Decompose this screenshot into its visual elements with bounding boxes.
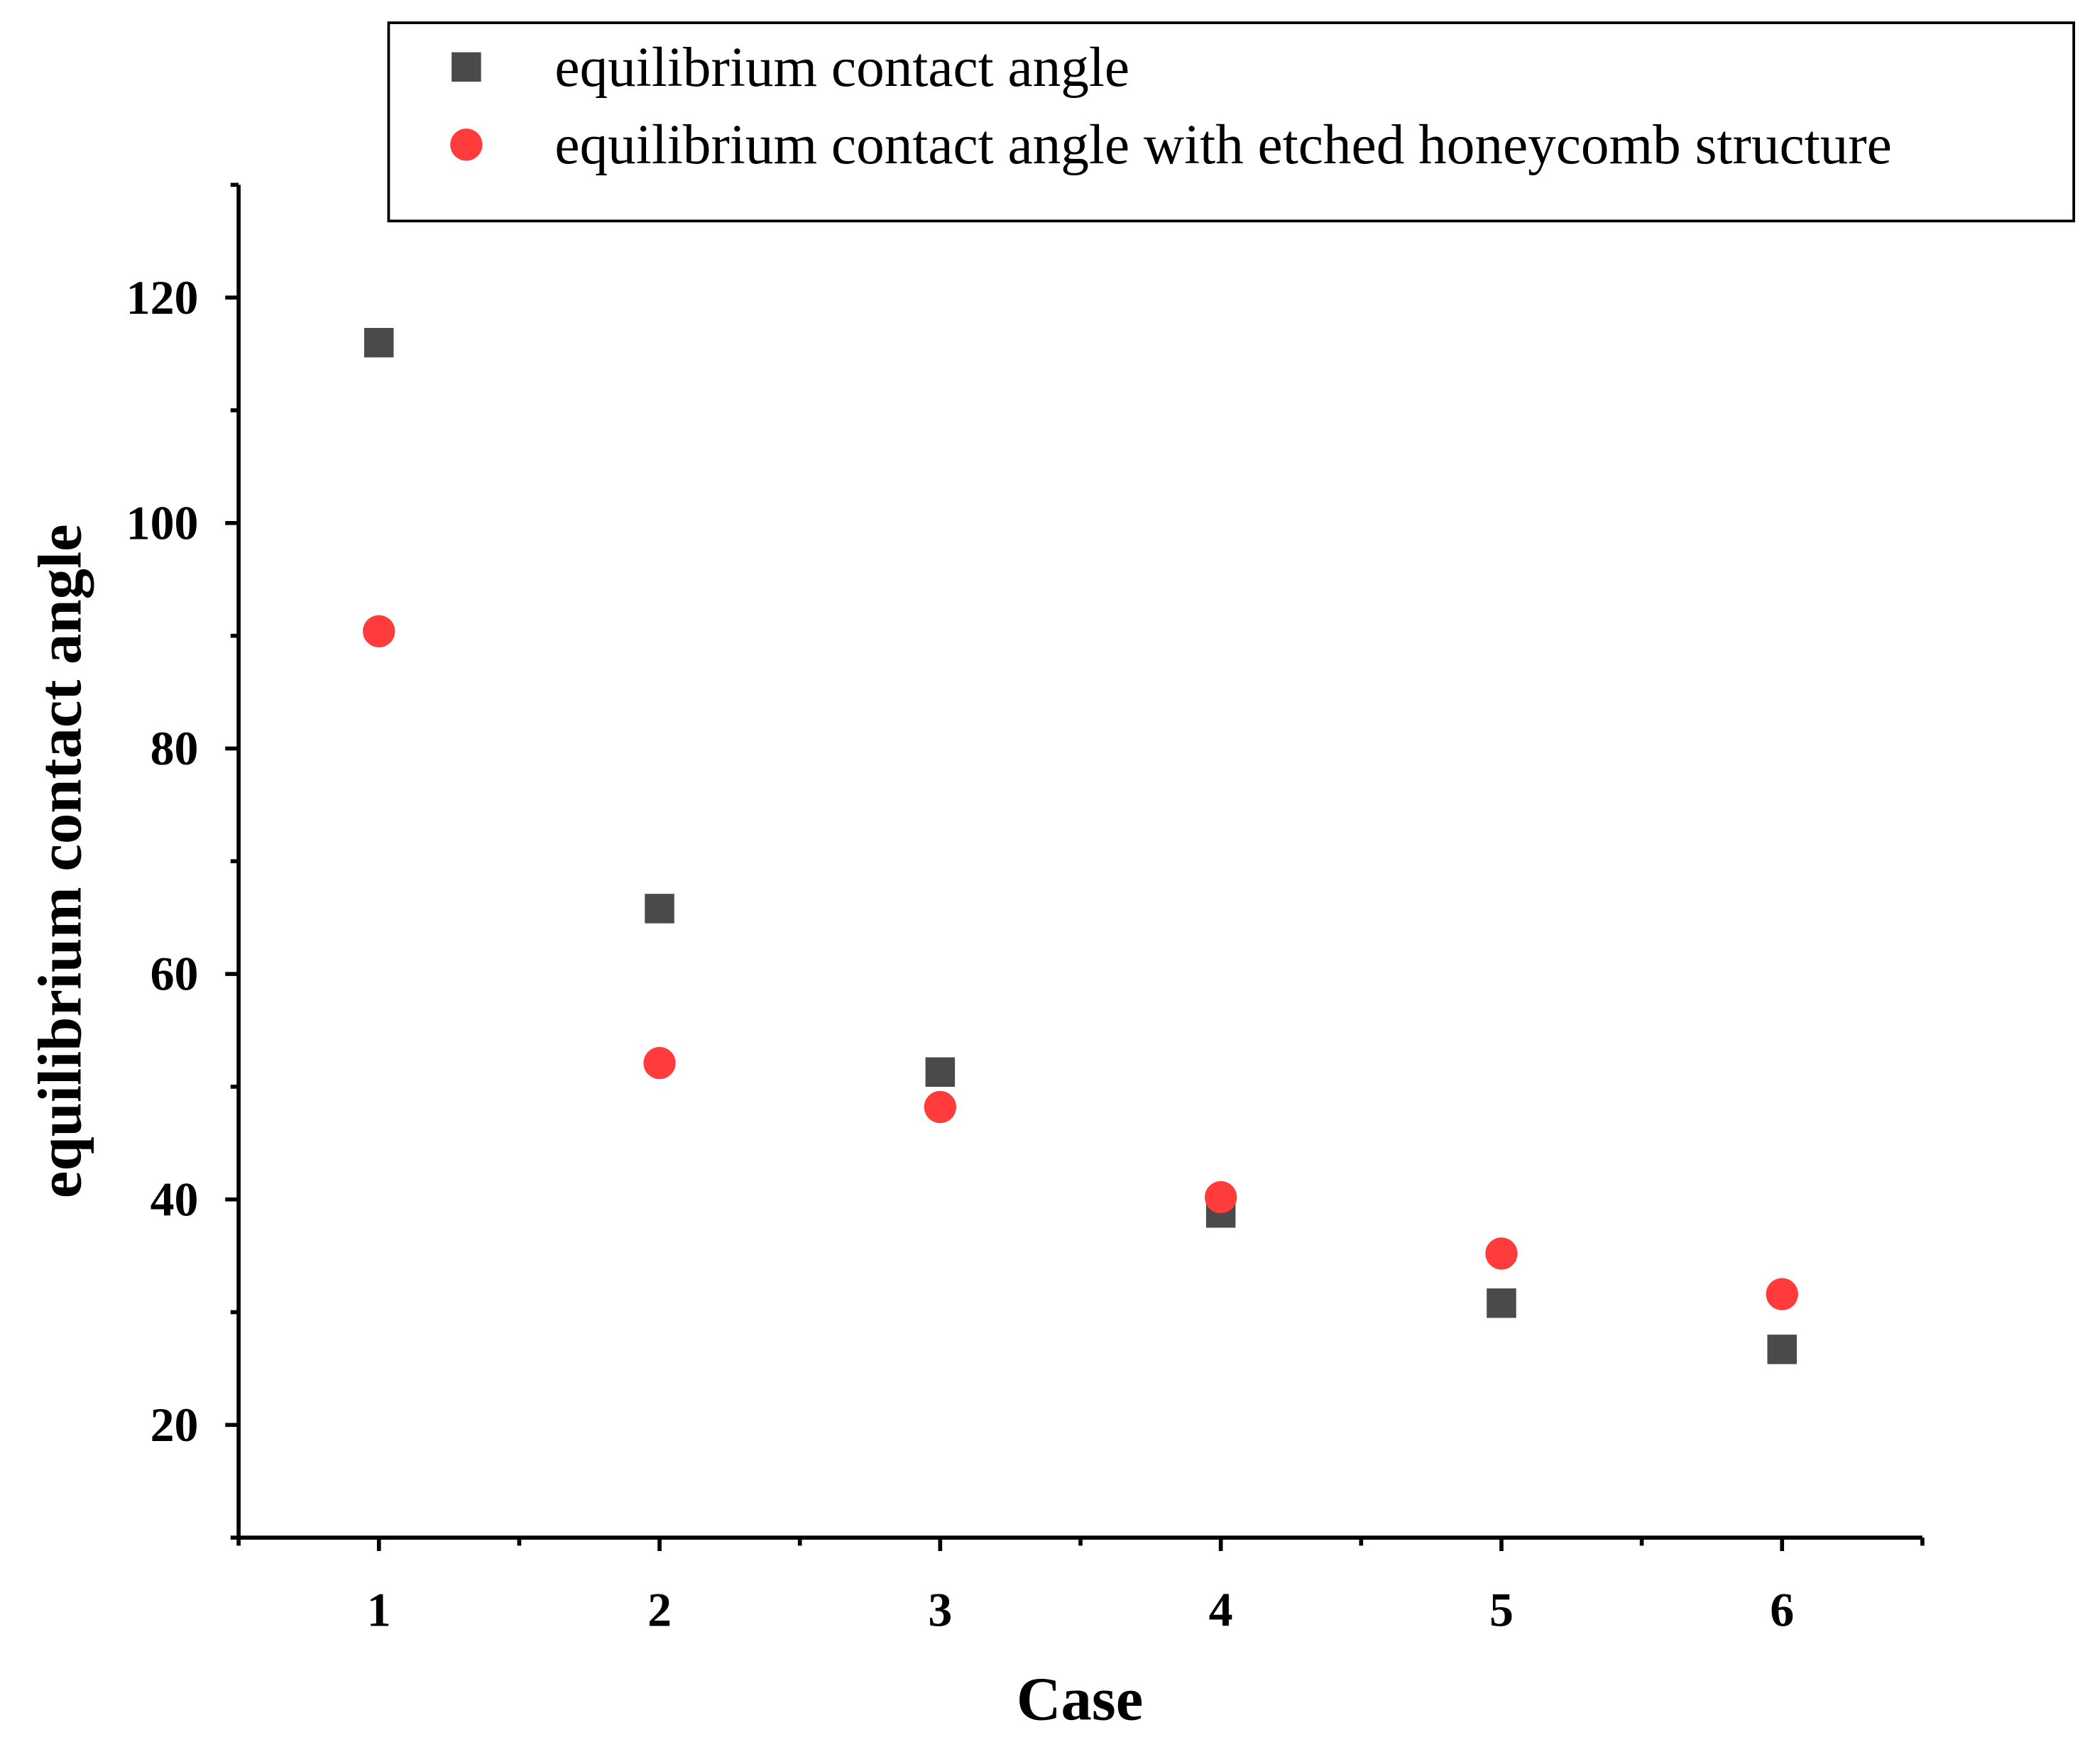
y-tick-label: 120: [126, 270, 199, 324]
legend-label: equilibrium contact angle with etched ho…: [554, 114, 1891, 176]
y-axis-title: equilibrium contact angle: [26, 524, 94, 1198]
x-tick-label: 2: [647, 1583, 672, 1637]
point: [924, 1090, 956, 1124]
legend-label: equilibrium contact angle: [554, 36, 1129, 99]
legend-marker: [450, 128, 483, 161]
point: [1767, 1335, 1798, 1364]
point: [364, 327, 394, 358]
point: [1487, 1288, 1516, 1318]
x-tick-label: 5: [1489, 1583, 1514, 1637]
x-axis-title: Case: [1017, 1665, 1143, 1733]
x-tick-label: 1: [367, 1583, 391, 1637]
x-tick-label: 3: [928, 1583, 952, 1637]
x-tick-label: 6: [1770, 1583, 1794, 1637]
legend-marker: [452, 52, 481, 82]
y-tick-label: 80: [151, 721, 199, 775]
y-tick-label: 100: [126, 495, 199, 549]
legend-box: [387, 21, 2075, 223]
x-tick-label: 4: [1209, 1583, 1233, 1637]
y-tick-label: 20: [151, 1398, 199, 1452]
point: [645, 894, 674, 924]
y-tick-label: 40: [151, 1172, 199, 1226]
point: [1205, 1180, 1237, 1214]
point: [925, 1057, 956, 1087]
point: [643, 1046, 676, 1080]
point: [363, 615, 395, 647]
point: [1766, 1278, 1798, 1310]
y-tick-label: 60: [151, 947, 199, 1001]
point: [1485, 1237, 1518, 1270]
